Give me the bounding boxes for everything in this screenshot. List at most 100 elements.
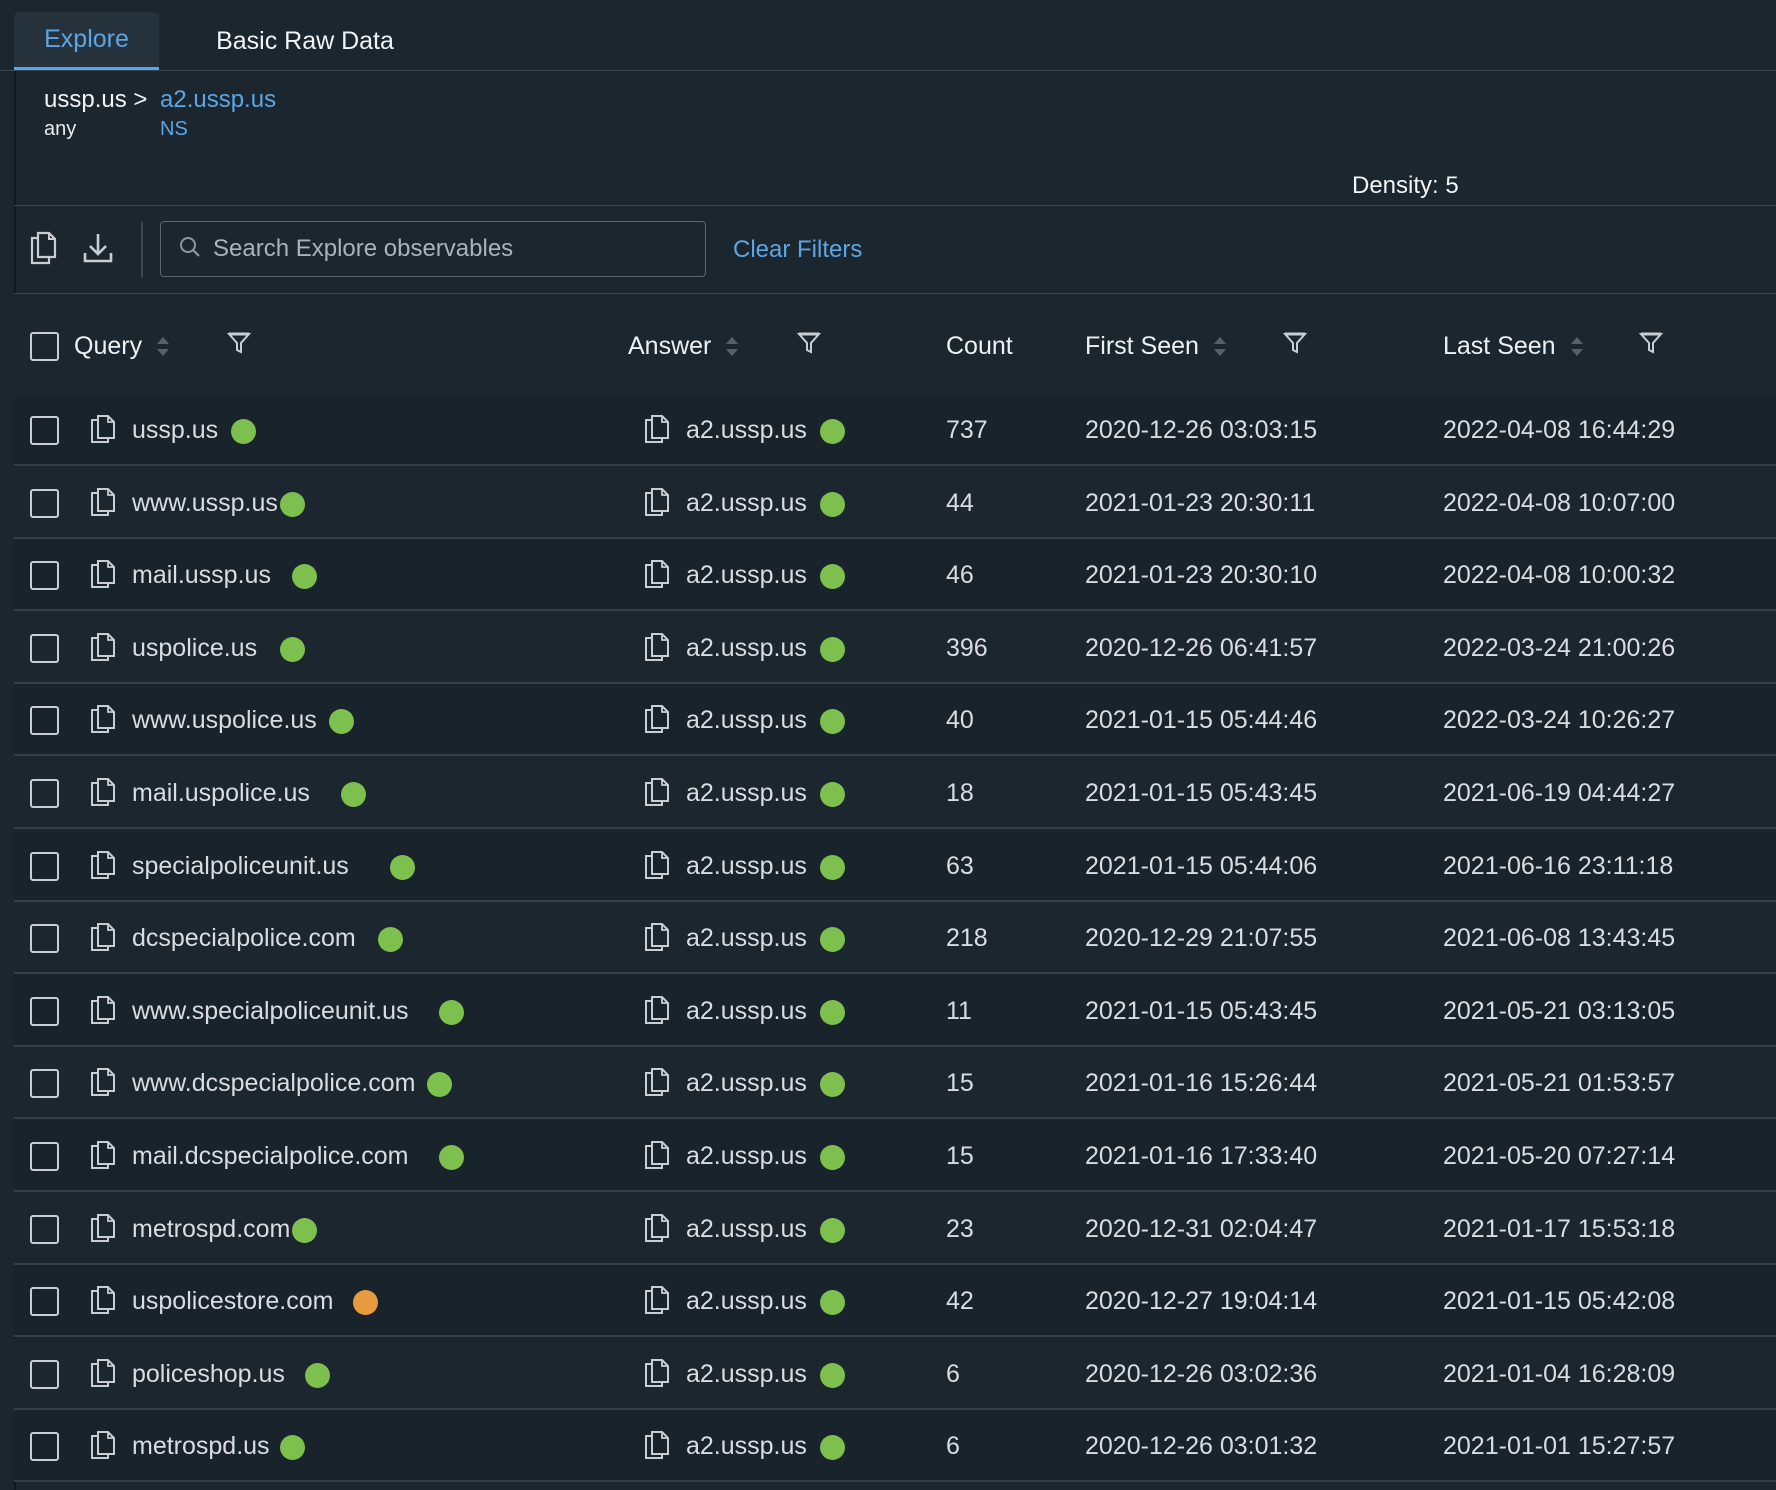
- column-header-last-seen[interactable]: Last Seen: [1443, 332, 1584, 361]
- copy-icon[interactable]: [644, 1358, 670, 1388]
- copy-icon[interactable]: [90, 1285, 116, 1315]
- table-row[interactable]: specialpoliceunit.us a2.ussp.us 63 2021-01-…: [14, 829, 1776, 902]
- query-cell[interactable]: www.uspolice.us: [132, 706, 317, 735]
- row-checkbox[interactable]: [30, 851, 59, 881]
- table-row[interactable]: uspolice.us a2.ussp.us 396 2020-12-26 06:41…: [14, 611, 1776, 684]
- table-row[interactable]: www.specialpoliceunit.us a2.ussp.us 11 2021…: [14, 974, 1776, 1047]
- answer-cell[interactable]: a2.ussp.us: [686, 924, 807, 953]
- copy-icon[interactable]: [644, 1140, 670, 1170]
- table-row[interactable]: mail.uspolice.us a2.ussp.us 18 2021-01-15 0…: [14, 757, 1776, 829]
- table-row[interactable]: www.dcspecialpolice.com a2.ussp.us 15 2021-…: [14, 1047, 1776, 1120]
- clear-filters-link[interactable]: Clear Filters: [733, 236, 863, 263]
- query-cell[interactable]: mail.dcspecialpolice.com: [132, 1142, 409, 1170]
- copy-icon[interactable]: [90, 559, 116, 589]
- copy-icon[interactable]: [90, 704, 116, 734]
- tab-explore[interactable]: Explore: [14, 12, 159, 70]
- copy-icon[interactable]: [90, 632, 116, 662]
- answer-cell[interactable]: a2.ussp.us: [686, 416, 807, 444]
- copy-icon[interactable]: [25, 228, 61, 268]
- table-row[interactable]: www.uspolice.us a2.ussp.us 40 2021-01-15 05…: [14, 684, 1776, 757]
- row-checkbox[interactable]: [30, 633, 59, 663]
- row-checkbox[interactable]: [30, 1142, 59, 1171]
- answer-cell[interactable]: a2.ussp.us: [686, 996, 807, 1025]
- answer-cell[interactable]: a2.ussp.us: [686, 1069, 807, 1098]
- filter-icon[interactable]: [1282, 330, 1308, 358]
- column-header-query[interactable]: Query: [74, 332, 170, 361]
- query-cell[interactable]: specialpoliceunit.us: [132, 851, 349, 880]
- query-cell[interactable]: policeshop.us: [132, 1359, 285, 1388]
- table-row[interactable]: metrospd.com a2.ussp.us 23 2020-12-31 02:04…: [14, 1192, 1776, 1265]
- row-checkbox[interactable]: [30, 488, 59, 518]
- copy-icon[interactable]: [644, 995, 670, 1025]
- row-checkbox[interactable]: [30, 996, 59, 1026]
- query-cell[interactable]: ussp.us: [132, 416, 219, 444]
- sort-icon[interactable]: [1213, 334, 1227, 360]
- table-row[interactable]: mail.ussp.us a2.ussp.us 46 2021-01-23 20:30…: [14, 539, 1776, 612]
- filter-icon[interactable]: [796, 330, 822, 358]
- query-cell[interactable]: dcspecialpolice.com: [132, 924, 356, 953]
- breadcrumb-current[interactable]: a2.ussp.us: [160, 86, 277, 113]
- row-checkbox[interactable]: [30, 1432, 59, 1462]
- filter-icon[interactable]: [226, 330, 252, 358]
- copy-icon[interactable]: [90, 487, 116, 517]
- answer-cell[interactable]: a2.ussp.us: [686, 488, 807, 517]
- row-checkbox[interactable]: [30, 779, 59, 808]
- answer-cell[interactable]: a2.ussp.us: [686, 561, 807, 590]
- column-header-answer[interactable]: Answer: [628, 332, 739, 361]
- row-checkbox[interactable]: [30, 924, 59, 954]
- query-cell[interactable]: www.dcspecialpolice.com: [132, 1069, 416, 1098]
- copy-icon[interactable]: [644, 777, 670, 807]
- answer-cell[interactable]: a2.ussp.us: [686, 851, 807, 880]
- table-row[interactable]: ussp.us a2.ussp.us 737 2020-12-26 03:03:15 2…: [14, 394, 1776, 466]
- query-cell[interactable]: uspolice.us: [132, 633, 258, 662]
- copy-icon[interactable]: [644, 704, 670, 734]
- answer-cell[interactable]: a2.ussp.us: [686, 779, 807, 807]
- answer-cell[interactable]: a2.ussp.us: [686, 1359, 807, 1388]
- sort-icon[interactable]: [1570, 334, 1584, 360]
- tab-basic-raw-data[interactable]: Basic Raw Data: [216, 26, 394, 55]
- query-cell[interactable]: mail.ussp.us: [132, 561, 271, 590]
- sort-icon[interactable]: [725, 334, 739, 360]
- copy-icon[interactable]: [90, 1213, 116, 1243]
- answer-cell[interactable]: a2.ussp.us: [686, 633, 807, 662]
- table-row[interactable]: www.ussp.us a2.ussp.us 44 2021-01-23 20:30:…: [14, 466, 1776, 539]
- row-checkbox[interactable]: [30, 561, 59, 591]
- copy-icon[interactable]: [644, 487, 670, 517]
- copy-icon[interactable]: [90, 1067, 116, 1097]
- table-row[interactable]: dcspecialpolice.com a2.ussp.us 218 2020-12-…: [14, 902, 1776, 975]
- query-cell[interactable]: metrospd.com: [132, 1214, 291, 1243]
- table-row[interactable]: mail.dcspecialpolice.com a2.ussp.us 15 2021…: [14, 1120, 1776, 1192]
- row-checkbox[interactable]: [30, 1069, 59, 1099]
- table-row[interactable]: policeshop.us a2.ussp.us 6 2020-12-26 03:02…: [14, 1337, 1776, 1410]
- copy-icon[interactable]: [644, 1067, 670, 1097]
- copy-icon[interactable]: [90, 995, 116, 1025]
- answer-cell[interactable]: a2.ussp.us: [686, 706, 807, 735]
- query-cell[interactable]: uspolicestore.com: [132, 1287, 334, 1316]
- copy-icon[interactable]: [644, 632, 670, 662]
- table-row[interactable]: metrospd.us a2.ussp.us 6 2020-12-26 03:01:3…: [14, 1410, 1776, 1483]
- download-icon[interactable]: [80, 228, 116, 268]
- answer-cell[interactable]: a2.ussp.us: [686, 1142, 807, 1170]
- row-checkbox[interactable]: [30, 1287, 59, 1317]
- copy-icon[interactable]: [644, 1213, 670, 1243]
- copy-icon[interactable]: [644, 1430, 670, 1460]
- copy-icon[interactable]: [644, 850, 670, 880]
- copy-icon[interactable]: [644, 1285, 670, 1315]
- row-checkbox[interactable]: [30, 1214, 59, 1244]
- copy-icon[interactable]: [90, 1358, 116, 1388]
- search-input[interactable]: [213, 235, 693, 263]
- copy-icon[interactable]: [644, 414, 670, 444]
- copy-icon[interactable]: [90, 922, 116, 952]
- answer-cell[interactable]: a2.ussp.us: [686, 1214, 807, 1243]
- row-checkbox[interactable]: [30, 706, 59, 736]
- copy-icon[interactable]: [90, 850, 116, 880]
- sort-icon[interactable]: [156, 334, 170, 360]
- copy-icon[interactable]: [90, 1430, 116, 1460]
- copy-icon[interactable]: [644, 559, 670, 589]
- query-cell[interactable]: metrospd.us: [132, 1432, 270, 1461]
- copy-icon[interactable]: [644, 922, 670, 952]
- filter-icon[interactable]: [1638, 330, 1664, 358]
- answer-cell[interactable]: a2.ussp.us: [686, 1432, 807, 1461]
- copy-icon[interactable]: [90, 1140, 116, 1170]
- copy-icon[interactable]: [90, 777, 116, 807]
